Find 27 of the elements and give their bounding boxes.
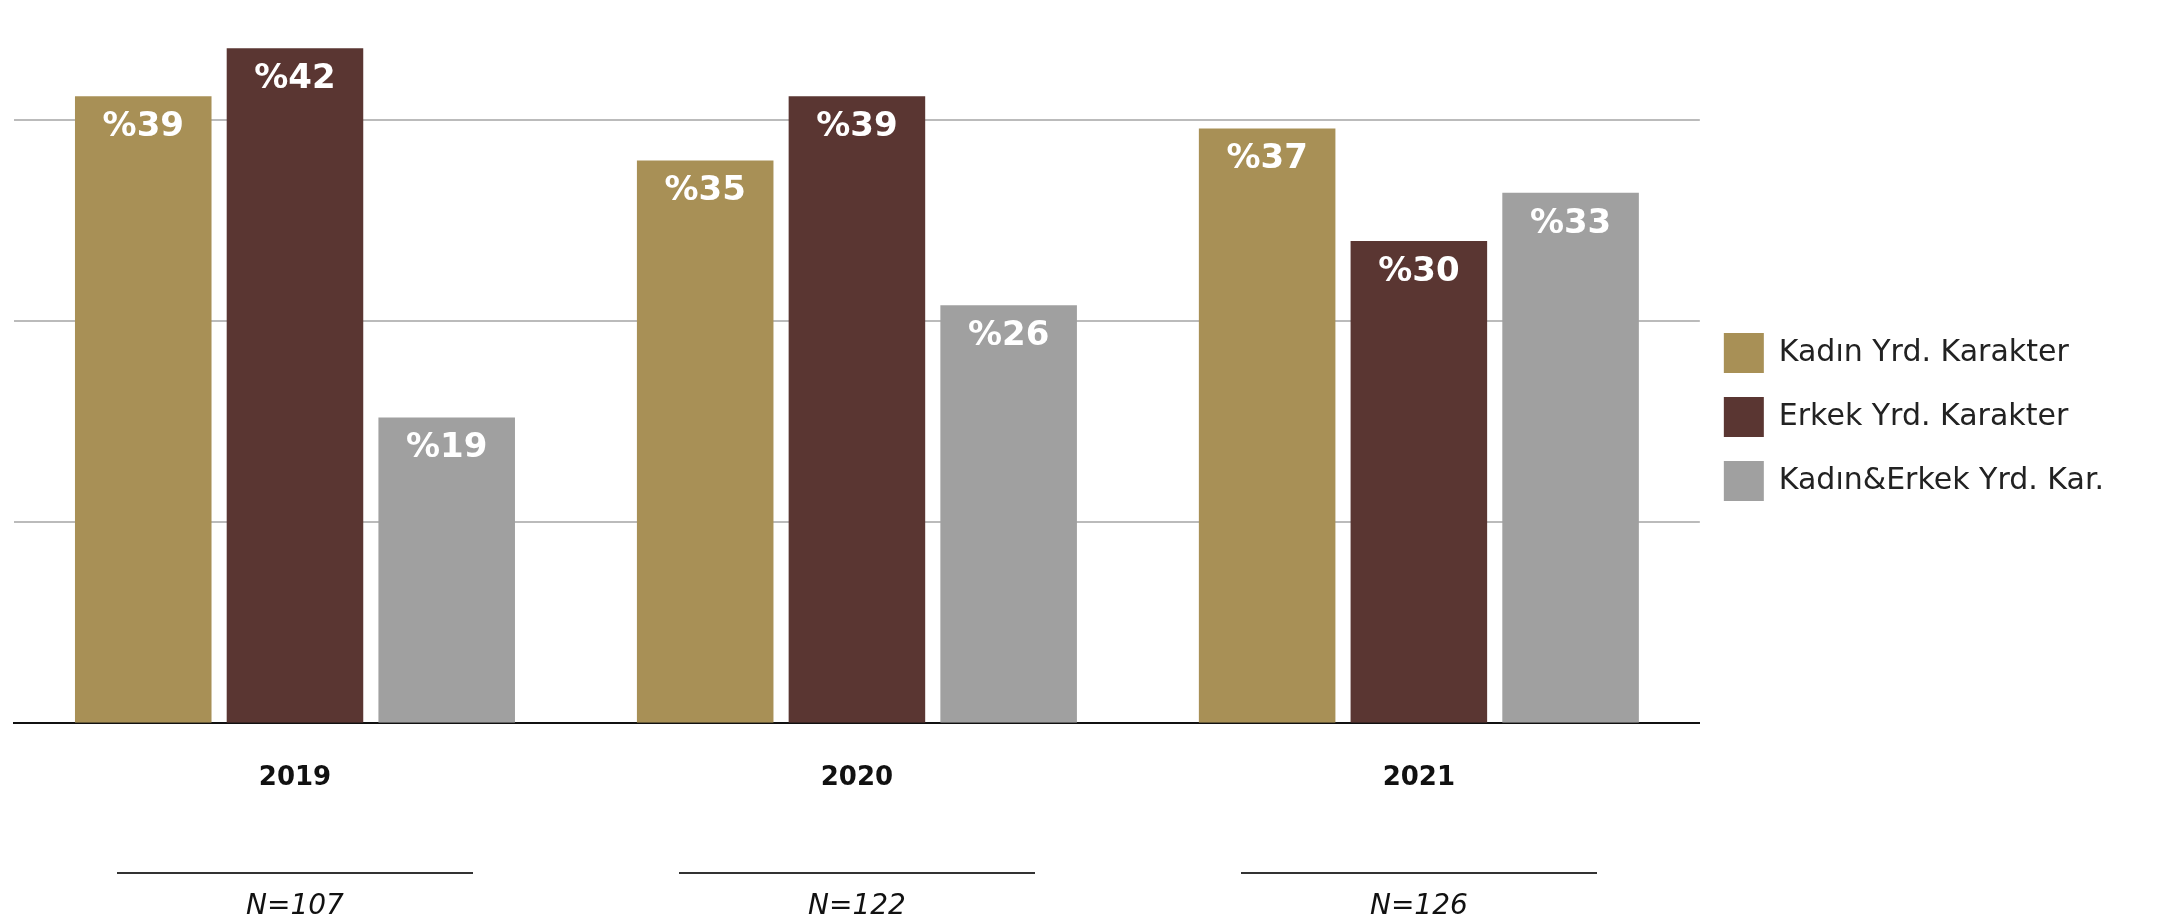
bar (940, 305, 1077, 723)
text: N=126 (1369, 888, 1468, 922)
data-label: %35 (664, 168, 746, 209)
data-label: %42 (254, 56, 336, 97)
data-label: %26 (967, 313, 1050, 354)
bar (636, 160, 774, 723)
bar (1350, 240, 1488, 723)
text: N=107 (246, 888, 345, 922)
bar (1502, 192, 1639, 723)
legend-label: Kadın Yrd. Karakter (1778, 332, 2070, 368)
bar (1198, 128, 1336, 723)
x-tick-label: 2021 (1382, 761, 1456, 792)
text: N=122 (807, 888, 906, 922)
data-label: %39 (102, 104, 184, 145)
data-label: %37 (1226, 136, 1308, 177)
x-tick-label: 2020 (820, 761, 894, 792)
bar (74, 96, 212, 723)
data-label: %19 (406, 425, 488, 466)
data-label: %39 (816, 104, 898, 145)
bar (788, 96, 926, 723)
legend-label: Kadın&Erkek Yrd. Kar. (1778, 460, 2105, 496)
x-tick-label: 2019 (258, 761, 332, 792)
data-label: %30 (1378, 248, 1460, 289)
bar (226, 48, 364, 723)
bar (378, 417, 515, 723)
data-label: %33 (1529, 200, 1612, 241)
legend-label: Erkek Yrd. Karakter (1778, 396, 2069, 432)
